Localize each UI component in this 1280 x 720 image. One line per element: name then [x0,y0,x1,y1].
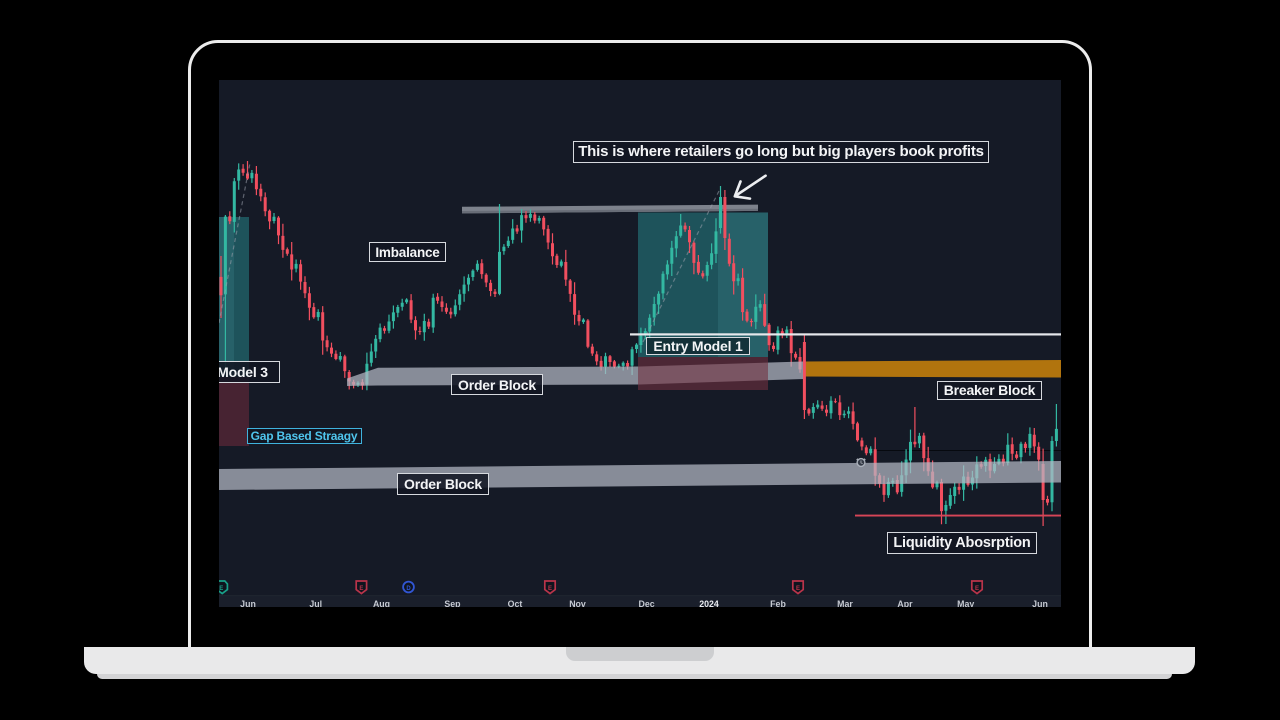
svg-text:D: D [406,586,411,592]
svg-text:Sep: Sep [444,599,461,607]
svg-text:Jun: Jun [1032,599,1048,607]
svg-text:E: E [796,586,800,592]
svg-text:Aug: Aug [373,599,390,607]
svg-text:Jun: Jun [240,599,256,607]
svg-text:Oct: Oct [508,599,523,607]
svg-text:Jul: Jul [309,599,322,607]
svg-text:E: E [975,586,979,592]
svg-text:Nov: Nov [569,599,586,607]
svg-text:E: E [548,586,552,592]
svg-text:2024: 2024 [699,599,719,607]
svg-text:Feb: Feb [770,599,786,607]
svg-text:Mar: Mar [837,599,853,607]
svg-text:E: E [359,586,363,592]
svg-text:Dec: Dec [639,599,655,607]
svg-text:May: May [957,599,974,607]
svg-text:E: E [219,586,223,592]
svg-text:Apr: Apr [897,599,913,607]
